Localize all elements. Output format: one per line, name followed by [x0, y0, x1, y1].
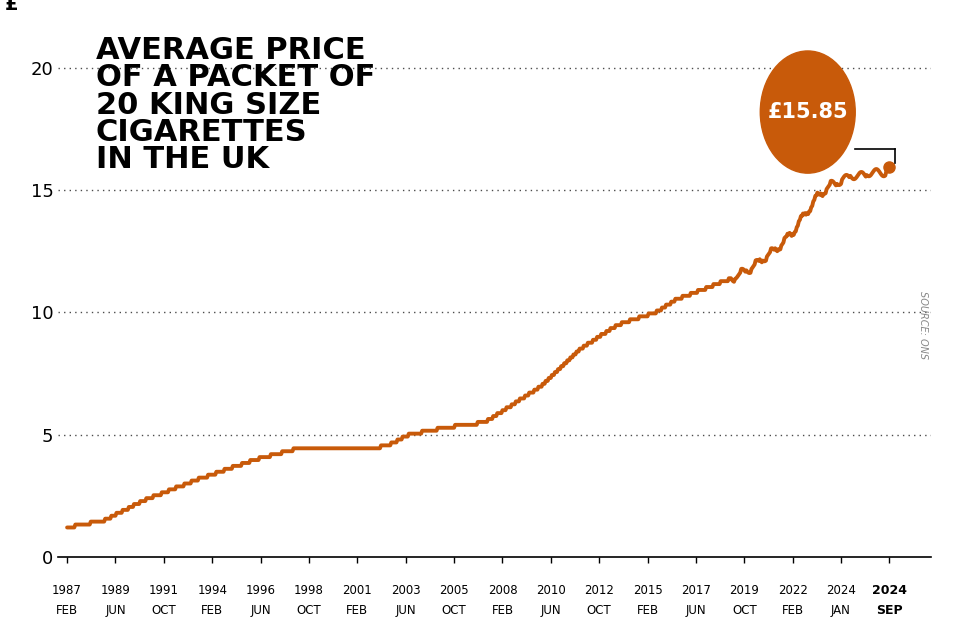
Text: JAN: JAN: [831, 604, 851, 618]
Text: OCT: OCT: [732, 604, 756, 618]
Text: 2015: 2015: [633, 584, 662, 596]
Text: 1998: 1998: [294, 584, 324, 596]
Text: 2024: 2024: [872, 584, 907, 596]
Text: OCT: OCT: [587, 604, 612, 618]
Text: SOURCE: ONS: SOURCE: ONS: [918, 291, 928, 358]
Text: 2005: 2005: [440, 584, 468, 596]
Text: 1987: 1987: [52, 584, 82, 596]
Text: 2001: 2001: [343, 584, 372, 596]
Text: JUN: JUN: [396, 604, 416, 618]
Text: 2017: 2017: [681, 584, 710, 596]
Text: 1991: 1991: [149, 584, 179, 596]
Text: 2008: 2008: [488, 584, 517, 596]
Text: FEB: FEB: [492, 604, 514, 618]
Text: 1989: 1989: [101, 584, 131, 596]
Text: FEB: FEB: [781, 604, 804, 618]
Text: JUN: JUN: [685, 604, 707, 618]
Text: 2010: 2010: [536, 584, 565, 596]
Text: JUN: JUN: [106, 604, 126, 618]
Text: OCT: OCT: [442, 604, 467, 618]
Circle shape: [760, 51, 855, 173]
Text: AVERAGE PRICE
OF A PACKET OF
20 KING SIZE
CIGARETTES
IN THE UK: AVERAGE PRICE OF A PACKET OF 20 KING SIZ…: [96, 36, 375, 174]
Text: FEB: FEB: [347, 604, 369, 618]
Text: 2024: 2024: [827, 584, 856, 596]
Text: FEB: FEB: [56, 604, 78, 618]
Text: £15.85: £15.85: [767, 102, 848, 122]
Text: 1996: 1996: [246, 584, 276, 596]
Text: OCT: OCT: [152, 604, 177, 618]
Text: 2012: 2012: [585, 584, 614, 596]
Text: JUN: JUN: [540, 604, 562, 618]
Text: 2019: 2019: [730, 584, 759, 596]
Text: JUN: JUN: [251, 604, 271, 618]
Text: 2003: 2003: [391, 584, 420, 596]
Text: FEB: FEB: [636, 604, 659, 618]
Text: 1994: 1994: [197, 584, 228, 596]
Text: SEP: SEP: [876, 604, 902, 618]
Text: 2022: 2022: [778, 584, 807, 596]
Text: OCT: OCT: [297, 604, 322, 618]
Text: £: £: [5, 0, 19, 14]
Text: FEB: FEB: [202, 604, 224, 618]
